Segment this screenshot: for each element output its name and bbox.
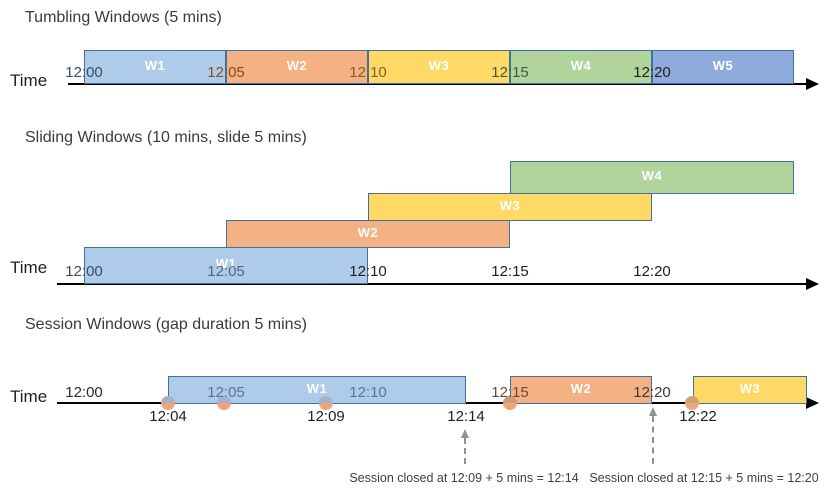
event-dot [217,396,231,410]
tick-label: 12:10 [349,64,387,81]
tick-label: 12:00 [65,64,103,81]
axis-arrow-icon [806,78,819,90]
tick-label: 12:00 [65,263,103,280]
event-time-label: 12:09 [307,408,345,425]
session-time-axis-label: Time [10,387,48,406]
event-dot [685,396,699,410]
session-close-annotation: Session closed at 12:15 + 5 mins = 12:20 [589,471,819,485]
sliding-time-axis [57,278,819,290]
event-time-label: 12:22 [679,408,717,425]
window-label: W4 [570,57,592,73]
window-label: W2 [357,224,379,240]
tick-label: 12:10 [349,384,387,401]
window-label: W1 [144,57,166,73]
tick-label: 12:05 [207,384,245,401]
window-label: W3 [428,57,450,73]
session-close-arrow [649,407,657,464]
session-close-arrow [461,429,469,464]
window-label: W1 [215,256,237,271]
sliding-window-w3: W3 [368,193,652,221]
session-close-annotation: Session closed at 12:09 + 5 mins = 12:14 [349,471,579,485]
sliding-title: Sliding Windows (10 mins, slide 5 mins) [25,129,307,146]
window-label: W5 [712,57,734,73]
axis-arrow-icon [806,278,819,290]
sliding-window-w2: W2 [226,220,510,248]
tick-label: 12:05 [207,263,245,280]
tumbling-window-w5: W5 [652,50,794,84]
tumbling-time-axis [68,78,819,90]
tick-label: 12:05 [207,64,245,81]
window-label: W1 [306,380,328,396]
event-time-label: 12:04 [149,408,187,425]
arrow-up-icon [649,407,657,416]
tumbling-window-w3: W3 [368,50,510,84]
sliding-time-axis-label: Time [10,258,48,277]
event-dot [161,396,175,410]
tumbling-window-w4: W4 [510,50,652,84]
event-dot [503,396,517,410]
session-window-w3: W3 [693,376,807,404]
window-label: W3 [739,380,761,396]
tumbling-time-axis-label: Time [10,71,48,90]
sliding-window-w4: W4 [510,161,794,194]
tick-label: 12:15 [491,64,529,81]
tumbling-window-w1: W1 [84,50,226,84]
tick-label: 12:15 [491,263,529,280]
tick-label: 12:20 [633,64,671,81]
axis-arrow-icon [806,397,819,409]
window-label: W3 [499,197,521,213]
tumbling-window-w2: W2 [226,50,368,84]
event-dot [319,396,333,410]
window-label: W4 [641,168,663,183]
tick-label: 12:20 [633,263,671,280]
arrow-up-icon [461,429,469,438]
tick-label: 12:15 [491,384,529,401]
window-label: W2 [570,380,592,396]
tick-label: 12:20 [633,384,671,401]
tumbling-title: Tumbling Windows (5 mins) [25,9,222,26]
session-title: Session Windows (gap duration 5 mins) [25,316,307,333]
session-window-w2: W2 [510,376,652,404]
window-label: W2 [286,57,308,73]
event-time-label: 12:14 [447,408,485,425]
tick-label: 12:10 [349,263,387,280]
tick-label: 12:00 [65,384,103,401]
